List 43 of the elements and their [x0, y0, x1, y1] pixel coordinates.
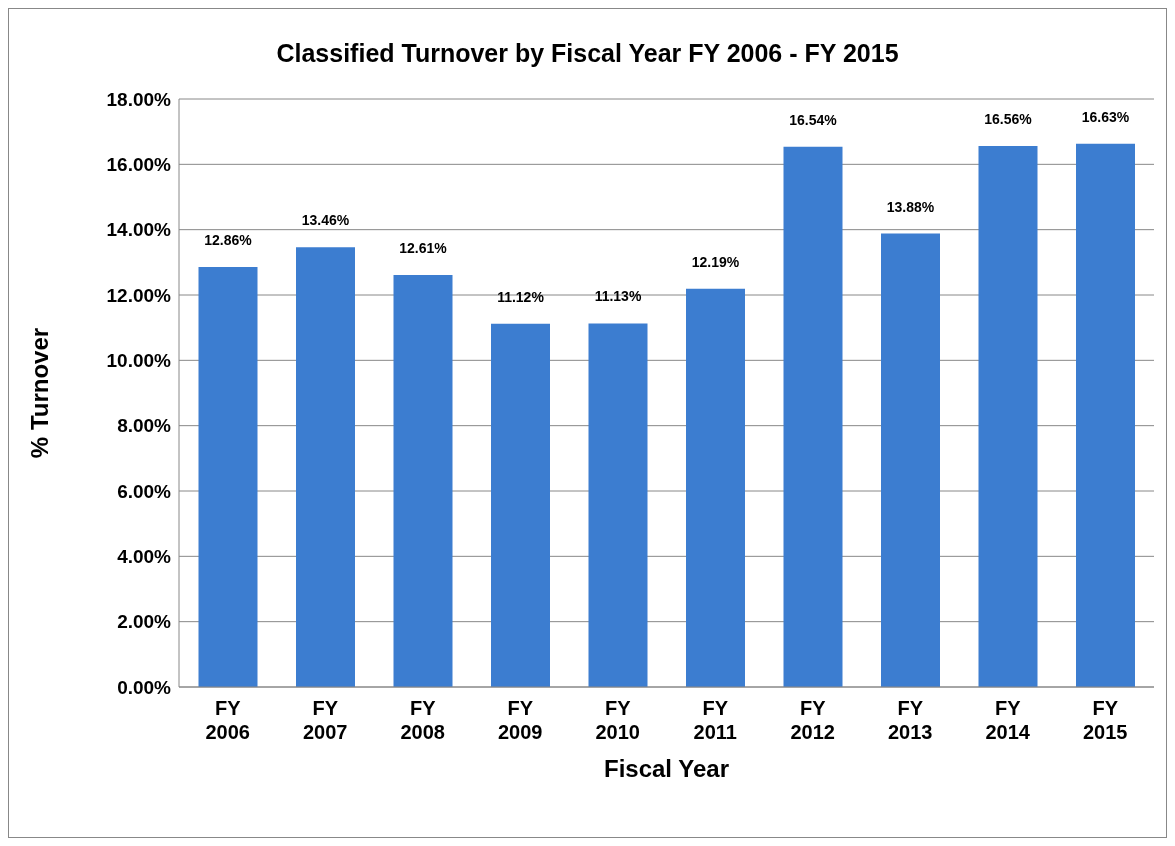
bar [686, 288, 745, 687]
x-tick-label: FY 2009 [498, 697, 543, 743]
x-tick-label: FY 2014 [985, 697, 1031, 743]
x-tick-label: FY 2007 [303, 697, 348, 743]
x-axis-title: Fiscal Year [604, 755, 729, 782]
x-tick-label: FY 2008 [400, 697, 445, 743]
bar [588, 323, 648, 687]
bar [881, 233, 940, 687]
y-axis-title: % Turnover [25, 327, 53, 459]
data-label: 16.54% [789, 111, 838, 128]
bar [296, 247, 355, 687]
bar [1076, 143, 1135, 687]
data-label: 12.61% [399, 240, 448, 257]
x-tick-label: FY 2012 [790, 697, 835, 743]
x-tick-label: FY 2010 [595, 697, 640, 743]
y-tick-label: 4.00% [117, 546, 172, 568]
y-tick-label: 12.00% [106, 284, 172, 306]
bar [783, 146, 843, 687]
data-label: 11.13% [594, 288, 642, 305]
x-tick-label: FY 2013 [888, 697, 933, 743]
bar [978, 146, 1038, 687]
data-label: 12.86% [204, 231, 253, 248]
y-tick-label: 18.00% [106, 88, 172, 110]
bar [491, 323, 550, 687]
bar [198, 266, 258, 687]
y-tick-label: 16.00% [106, 154, 172, 176]
y-tick-label: 2.00% [117, 611, 172, 633]
chart-title: Classified Turnover by Fiscal Year FY 2006 - FY 2015 [275, 39, 900, 68]
data-label: 13.46% [301, 212, 350, 229]
data-label: 16.56% [984, 111, 1033, 128]
y-tick-label: 8.00% [117, 415, 172, 437]
data-label: 11.12% [497, 288, 545, 305]
x-tick-label: FY 2011 [693, 697, 737, 743]
data-label: 13.88% [886, 198, 935, 215]
y-tick-label: 6.00% [117, 480, 172, 502]
x-tick-label: FY 2015 [1083, 697, 1128, 743]
data-label: 12.19% [691, 253, 740, 270]
y-tick-label: 14.00% [106, 219, 172, 241]
bar [393, 275, 453, 687]
y-tick-label: 10.00% [106, 350, 172, 372]
y-tick-label: 0.00% [117, 676, 172, 698]
data-label: 16.63% [1081, 108, 1130, 125]
x-tick-label: FY 2006 [205, 697, 250, 743]
